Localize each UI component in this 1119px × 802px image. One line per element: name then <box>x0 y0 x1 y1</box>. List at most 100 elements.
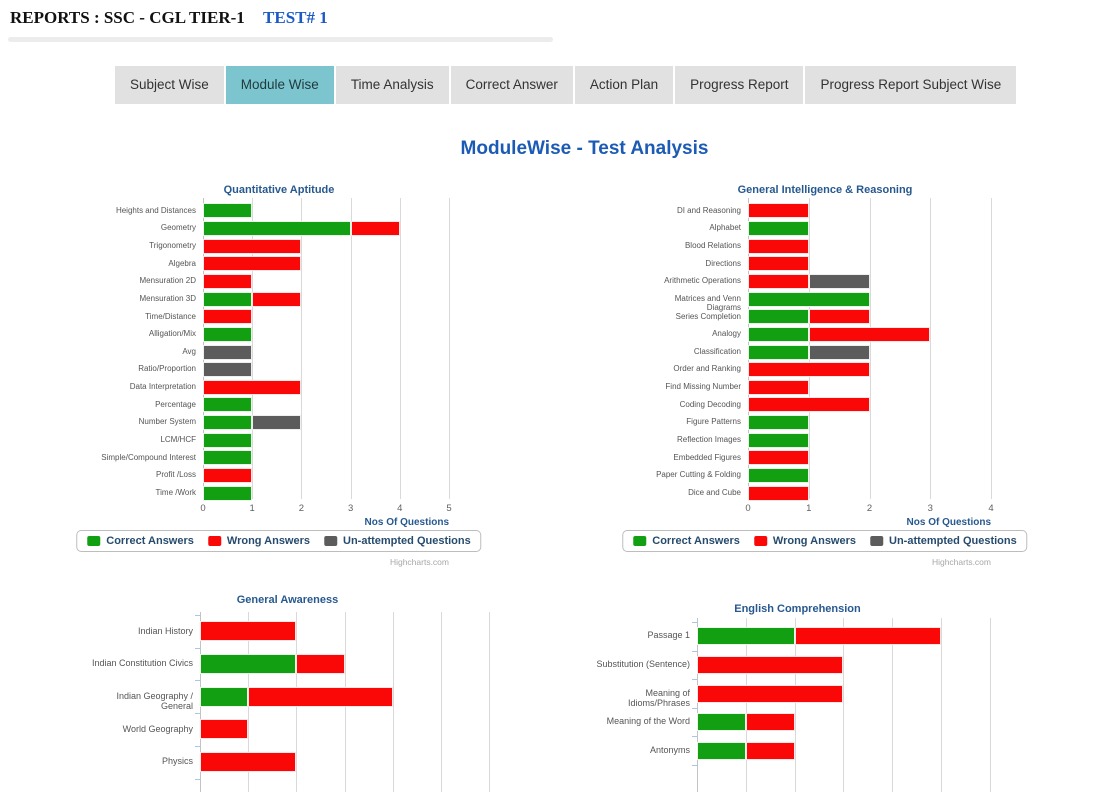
tab-action-plan[interactable]: Action Plan <box>574 66 674 104</box>
bar-segment-wrong[interactable] <box>203 238 302 254</box>
legend-item-correct[interactable]: Correct Answers <box>633 535 740 547</box>
category-label: Indian Geography / General <box>116 690 193 711</box>
legend-item-unattempted[interactable]: Un-attempted Questions <box>870 535 1017 547</box>
category-label: Time/Distance <box>145 311 196 321</box>
bar-segment-wrong[interactable] <box>748 397 870 413</box>
bar-segment-wrong[interactable] <box>248 686 393 707</box>
bar-row <box>203 238 302 254</box>
bar-row <box>697 684 844 703</box>
legend-label: Un-attempted Questions <box>343 535 471 547</box>
bar-row <box>748 238 809 254</box>
bar-segment-wrong[interactable] <box>203 256 302 272</box>
tab-correct-answer[interactable]: Correct Answer <box>450 66 573 104</box>
bar-segment-correct[interactable] <box>748 415 809 431</box>
bar-segment-wrong[interactable] <box>748 379 809 395</box>
legend-item-wrong[interactable]: Wrong Answers <box>207 535 310 547</box>
bar-segment-correct[interactable] <box>748 309 809 325</box>
tab-time-analysis[interactable]: Time Analysis <box>335 66 449 104</box>
bar-segment-correct[interactable] <box>203 432 253 448</box>
category-label: Coding Decoding <box>679 399 741 409</box>
category-label: Trigonometry <box>149 240 196 250</box>
bar-segment-correct[interactable] <box>203 450 253 466</box>
legend-swatch-correct <box>87 536 101 546</box>
bar-segment-wrong[interactable] <box>745 713 795 732</box>
tab-progress-report-subject-wise[interactable]: Progress Report Subject Wise <box>805 66 1017 104</box>
bar-segment-unattempted[interactable] <box>252 415 302 431</box>
bar-segment-wrong[interactable] <box>794 627 941 646</box>
category-label: Number System <box>138 417 196 427</box>
tab-subject-wise[interactable]: Subject Wise <box>115 66 224 104</box>
bar-segment-wrong[interactable] <box>697 684 844 703</box>
bar-segment-correct[interactable] <box>748 344 809 360</box>
bar-segment-wrong[interactable] <box>748 273 809 289</box>
bar-segment-correct[interactable] <box>203 220 351 236</box>
bar-segment-wrong[interactable] <box>252 291 302 307</box>
bar-segment-unattempted[interactable] <box>203 362 253 378</box>
bar-segment-correct[interactable] <box>203 326 253 342</box>
bar-segment-wrong[interactable] <box>748 238 809 254</box>
bar-segment-wrong[interactable] <box>748 256 809 272</box>
bar-segment-wrong[interactable] <box>748 485 809 501</box>
bar-segment-wrong[interactable] <box>745 741 795 760</box>
bar-segment-correct[interactable] <box>203 415 253 431</box>
bar-segment-correct[interactable] <box>748 432 809 448</box>
bar-segment-wrong[interactable] <box>748 450 809 466</box>
tab-module-wise[interactable]: Module Wise <box>225 66 334 104</box>
category-label: Indian History <box>137 625 193 636</box>
legend-label: Correct Answers <box>652 535 740 547</box>
highcharts-credit-link[interactable]: Highcharts.com <box>389 557 449 567</box>
bar-segment-unattempted[interactable] <box>203 344 253 360</box>
bar-segment-unattempted[interactable] <box>808 273 870 289</box>
bar-row <box>203 432 253 448</box>
category-label: World Geography <box>122 723 193 734</box>
grid-line <box>350 198 352 499</box>
axis-tick-mark <box>692 622 697 623</box>
bar-segment-wrong[interactable] <box>808 309 870 325</box>
legend-item-wrong[interactable]: Wrong Answers <box>753 535 856 547</box>
bar-row <box>697 741 795 760</box>
category-label: Meaning of the Word <box>606 716 690 727</box>
bar-segment-wrong[interactable] <box>350 220 400 236</box>
bar-segment-correct[interactable] <box>748 468 809 484</box>
bar-segment-correct[interactable] <box>200 654 297 675</box>
bar-segment-correct[interactable] <box>203 485 253 501</box>
bar-segment-wrong[interactable] <box>203 309 253 325</box>
bar-segment-correct[interactable] <box>203 397 253 413</box>
bar-segment-correct[interactable] <box>697 627 795 646</box>
bar-segment-correct[interactable] <box>697 741 746 760</box>
bar-segment-wrong[interactable] <box>203 468 253 484</box>
bar-row <box>203 485 253 501</box>
bar-segment-wrong[interactable] <box>748 203 809 219</box>
bar-row <box>203 468 253 484</box>
bar-segment-wrong[interactable] <box>296 654 345 675</box>
bar-segment-correct[interactable] <box>203 203 253 219</box>
legend-item-unattempted[interactable]: Un-attempted Questions <box>324 535 471 547</box>
bar-segment-wrong[interactable] <box>697 655 844 674</box>
bar-segment-wrong[interactable] <box>203 379 302 395</box>
bar-segment-correct[interactable] <box>203 291 253 307</box>
x-axis-tick-label: 1 <box>806 503 812 514</box>
bar-segment-wrong[interactable] <box>200 621 297 642</box>
highcharts-credit-link[interactable]: Highcharts.com <box>931 557 991 567</box>
grid-line <box>392 612 394 792</box>
legend-item-correct[interactable]: Correct Answers <box>87 535 194 547</box>
x-axis-tick-label: 0 <box>200 503 206 514</box>
bar-segment-correct[interactable] <box>748 220 809 236</box>
bar-row <box>748 273 870 289</box>
bar-segment-correct[interactable] <box>697 713 746 732</box>
bar-row <box>748 468 809 484</box>
bar-segment-unattempted[interactable] <box>808 344 870 360</box>
tab-progress-report[interactable]: Progress Report <box>675 66 804 104</box>
bar-segment-correct[interactable] <box>748 291 870 307</box>
bar-segment-wrong[interactable] <box>748 362 870 378</box>
bar-segment-wrong[interactable] <box>808 326 931 342</box>
bar-segment-correct[interactable] <box>200 686 249 707</box>
category-label: Geometry <box>160 223 196 233</box>
bar-row <box>748 344 870 360</box>
bar-segment-correct[interactable] <box>748 326 809 342</box>
test-number-link[interactable]: TEST# 1 <box>263 8 328 27</box>
bar-segment-wrong[interactable] <box>200 719 249 740</box>
category-label: Figure Patterns <box>686 417 741 427</box>
bar-segment-wrong[interactable] <box>200 752 297 773</box>
bar-segment-wrong[interactable] <box>203 273 253 289</box>
